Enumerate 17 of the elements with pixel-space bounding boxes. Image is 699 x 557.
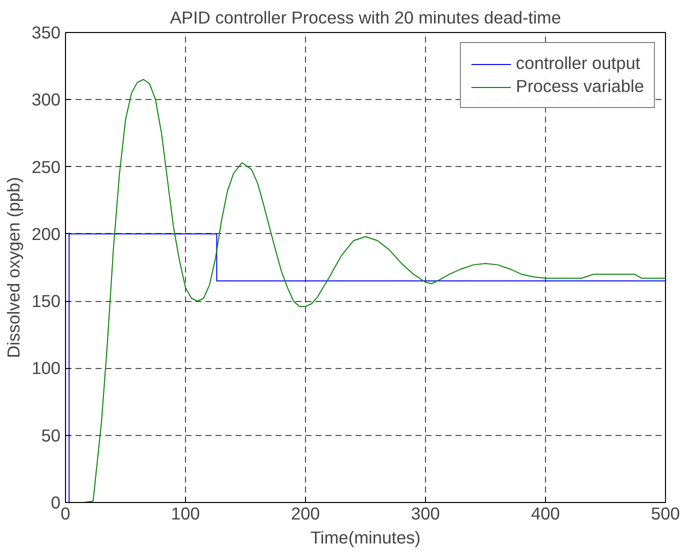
y-tick-label: 50 <box>41 425 61 446</box>
legend-label: controller output <box>516 53 640 74</box>
y-tick-label: 200 <box>32 224 61 244</box>
y-tick-label: 150 <box>32 291 61 312</box>
chart-title: APID controller Process with 20 minutes dead-time <box>170 8 562 28</box>
x-tick-label: 300 <box>411 504 440 524</box>
x-tick-label: 500 <box>651 504 680 524</box>
legend-label: Process variable <box>516 76 644 97</box>
y-tick-label: 300 <box>32 90 61 110</box>
x-tick-label: 100 <box>171 504 200 524</box>
x-axis-title: Time(minutes) <box>310 528 421 548</box>
y-tick-label: 100 <box>32 358 61 378</box>
x-tick-label: 200 <box>291 504 320 524</box>
y-axis-title: Dissolved oxygen (ppb) <box>4 176 24 358</box>
y-tick-label: 250 <box>32 156 61 177</box>
x-tick-label: 400 <box>531 504 560 524</box>
y-tick-label: 350 <box>32 22 61 42</box>
